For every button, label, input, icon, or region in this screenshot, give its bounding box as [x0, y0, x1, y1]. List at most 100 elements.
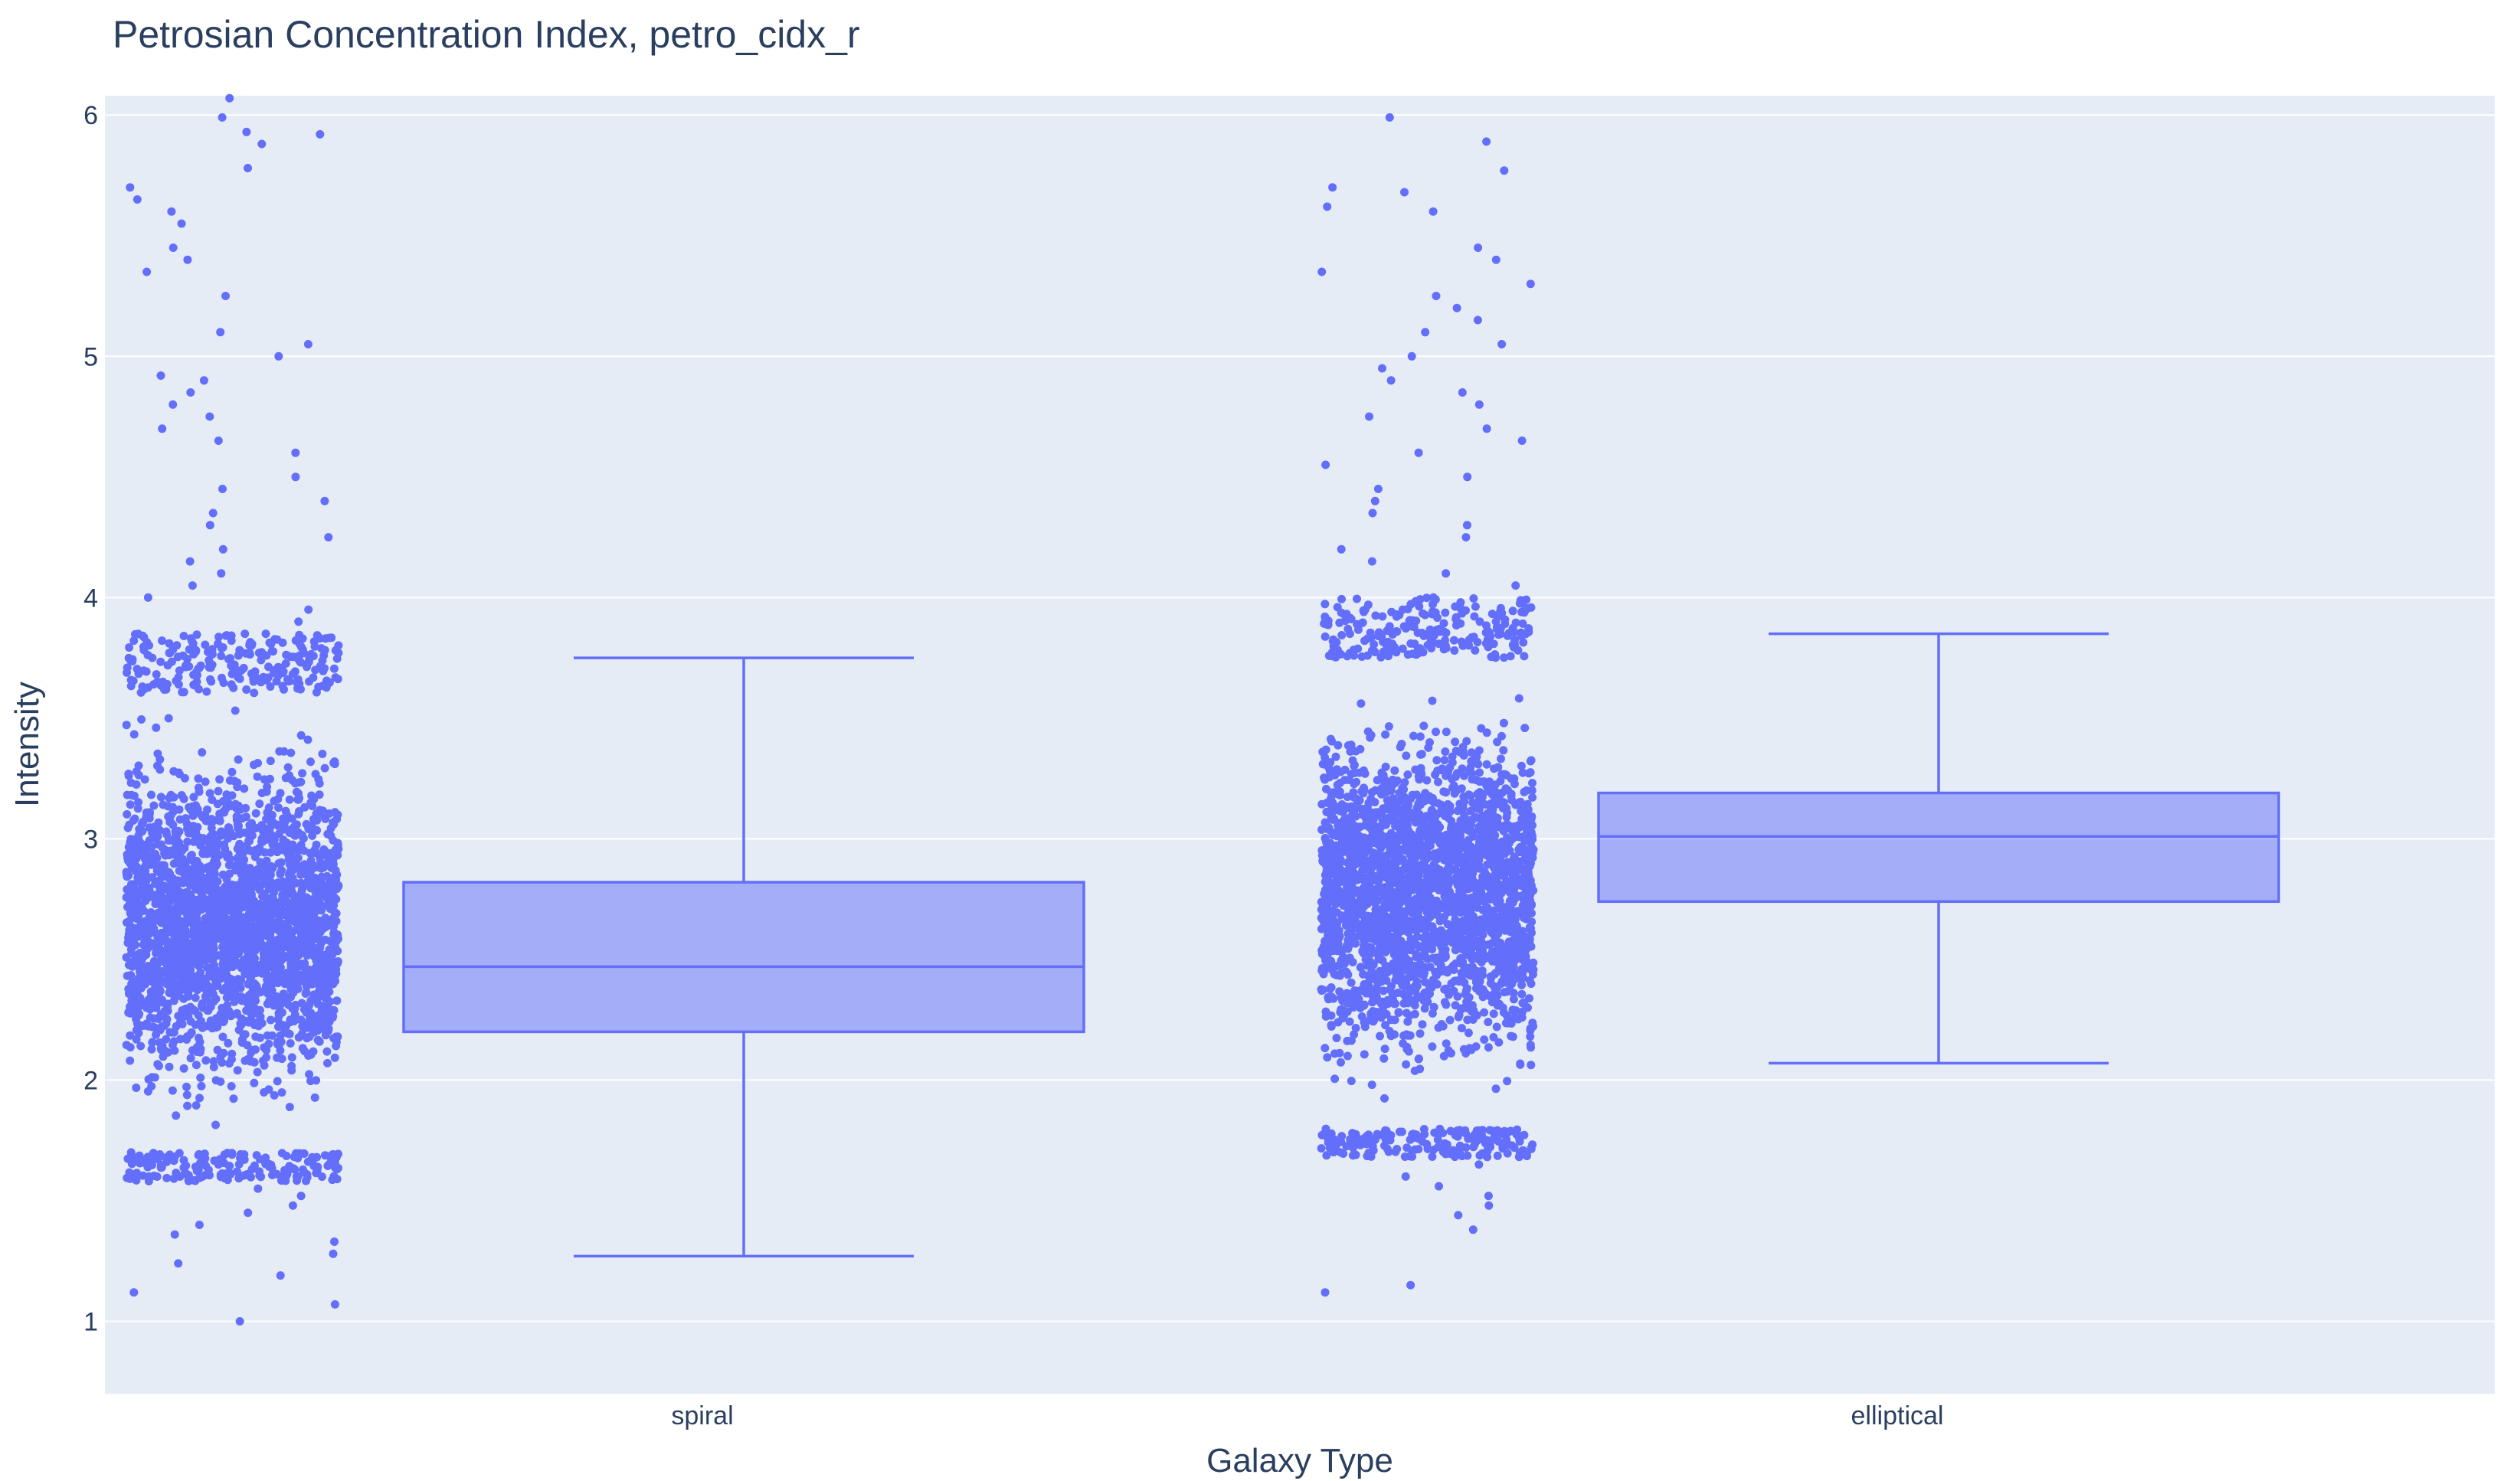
data-point: [1432, 756, 1442, 765]
data-point: [250, 1078, 259, 1087]
data-point: [330, 907, 339, 917]
data-point: [253, 772, 262, 781]
data-point: [1352, 794, 1361, 803]
data-point: [298, 769, 307, 778]
data-point: [208, 983, 217, 992]
data-point: [277, 1088, 286, 1097]
data-point: [153, 761, 162, 770]
data-point: [265, 894, 274, 903]
data-point: [1380, 1045, 1389, 1054]
data-point: [174, 680, 183, 689]
data-point: [241, 876, 250, 885]
data-point: [218, 870, 227, 879]
outlier-point: [208, 508, 218, 518]
data-point: [231, 706, 240, 715]
data-point: [182, 899, 191, 908]
outlier-point: [141, 641, 150, 650]
data-point: [322, 676, 331, 685]
outlier-point: [188, 581, 197, 590]
data-point: [157, 1045, 165, 1054]
data-point: [159, 907, 168, 916]
data-point: [162, 1173, 172, 1182]
data-point: [266, 757, 275, 766]
data-point: [178, 688, 187, 697]
data-point: [309, 1028, 319, 1037]
data-point: [173, 652, 182, 662]
data-point: [1402, 1009, 1411, 1018]
data-point: [289, 865, 298, 875]
data-point: [132, 1035, 141, 1044]
data-point: [186, 890, 195, 899]
outlier-point: [303, 340, 313, 348]
data-point: [1520, 724, 1530, 733]
data-point: [309, 673, 318, 682]
data-point: [188, 906, 198, 915]
data-point: [1321, 833, 1330, 842]
data-point: [197, 1002, 206, 1010]
data-point: [182, 819, 191, 829]
data-point: [204, 845, 213, 855]
data-point: [262, 815, 271, 824]
data-point: [237, 1018, 247, 1028]
data-point: [1416, 750, 1425, 759]
data-point: [271, 968, 280, 977]
data-point: [238, 867, 247, 876]
outlier-point: [276, 1271, 285, 1280]
data-point: [263, 1031, 272, 1040]
data-point: [1482, 760, 1491, 769]
data-point: [1367, 1081, 1376, 1090]
data-point: [267, 1015, 275, 1025]
data-point: [1524, 769, 1533, 778]
data-point: [125, 643, 134, 652]
data-point: [1381, 730, 1390, 739]
data-point: [181, 872, 190, 881]
data-point: [193, 822, 202, 832]
data-point: [234, 672, 243, 682]
data-point: [229, 683, 238, 692]
data-point: [149, 801, 159, 810]
data-point: [260, 775, 269, 784]
data-point: [324, 1025, 333, 1034]
data-point: [303, 1157, 313, 1166]
data-point: [225, 776, 234, 785]
outlier-point: [291, 448, 300, 457]
data-point: [191, 1061, 201, 1070]
data-point: [126, 971, 136, 979]
data-point: [130, 814, 139, 823]
data-point: [332, 1175, 342, 1184]
data-point: [229, 992, 238, 1002]
data-point: [1439, 787, 1448, 796]
data-point: [282, 650, 291, 659]
data-point: [324, 633, 333, 642]
data-point: [286, 748, 296, 757]
outlier-point: [142, 267, 152, 276]
data-point: [270, 994, 279, 1003]
data-point: [234, 755, 243, 764]
data-point: [300, 972, 309, 981]
data-point: [293, 949, 302, 958]
data-point: [192, 979, 201, 989]
data-point: [331, 1163, 340, 1172]
data-point: [323, 996, 332, 1005]
data-point: [1445, 802, 1455, 811]
data-point: [185, 662, 194, 671]
data-point: [179, 1011, 188, 1020]
data-point: [204, 886, 213, 894]
data-point: [245, 639, 254, 648]
outlier-point: [218, 544, 227, 554]
data-point: [205, 789, 214, 798]
data-point: [240, 784, 249, 793]
data-point: [270, 1090, 279, 1100]
data-point: [205, 659, 214, 668]
data-point: [1390, 766, 1399, 775]
data-point: [244, 995, 254, 1004]
data-point: [203, 805, 211, 814]
data-point: [274, 859, 283, 868]
data-point: [131, 951, 139, 960]
data-point: [296, 924, 305, 933]
data-point: [281, 994, 290, 1003]
data-point: [152, 1172, 162, 1181]
data-point: [148, 971, 157, 980]
data-point: [291, 901, 300, 911]
